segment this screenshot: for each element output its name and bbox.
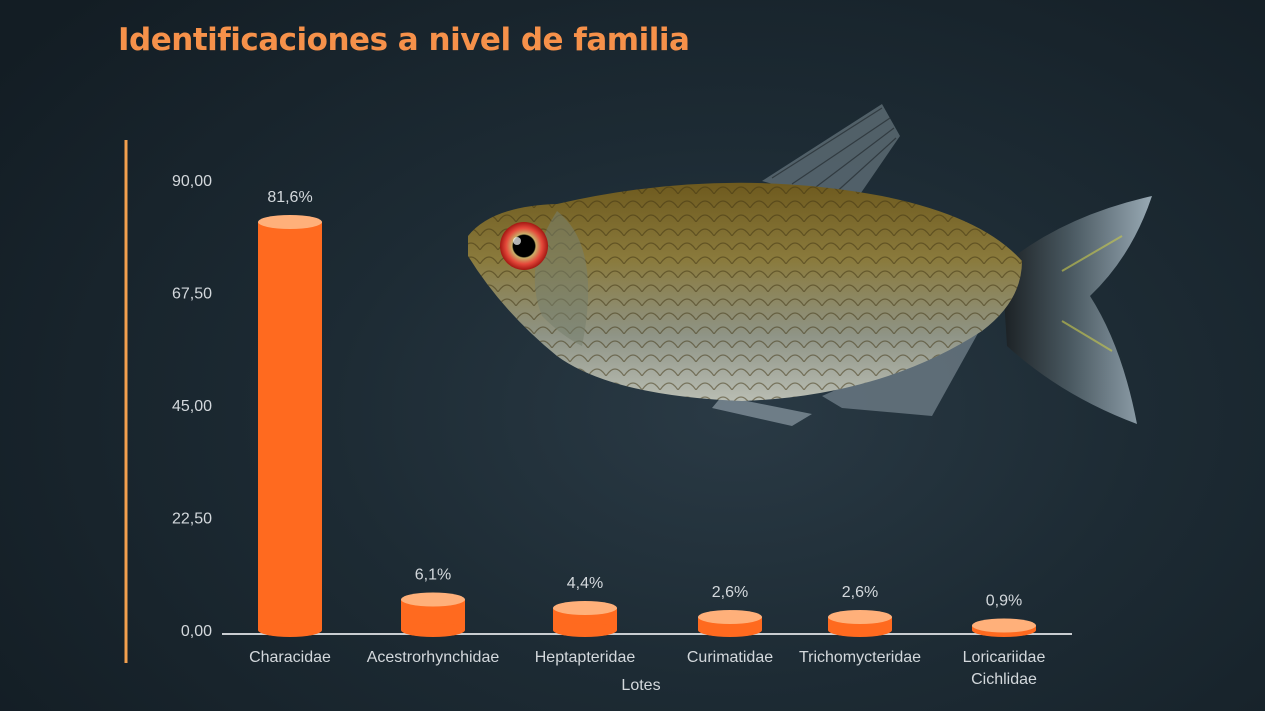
x-tick-labels: Characidae Acestrorhynchidae Heptapteridae… [249, 649, 1045, 688]
x-axis-label: Lotes [621, 677, 660, 694]
x-tick-label: Heptapteridae [535, 649, 636, 666]
data-label: 0,9% [986, 593, 1022, 610]
x-tick-label: Curimatidae [687, 649, 773, 666]
bar [972, 618, 1036, 637]
bars [258, 215, 1036, 637]
y-tick-label: 22,50 [172, 511, 212, 528]
data-label: 2,6% [842, 584, 878, 601]
bar [553, 601, 617, 637]
bar [698, 610, 762, 637]
data-labels: 81,6% 6,1% 4,4% 2,6% 2,6% 0,9% [267, 189, 1022, 610]
y-tick-label: 0,00 [181, 623, 212, 640]
fish-eye [500, 222, 548, 270]
y-tick-label: 90,00 [172, 173, 212, 190]
fish-photo [468, 104, 1152, 426]
x-tick-label: Trichomycteridae [799, 649, 921, 666]
bar [828, 610, 892, 637]
x-tick-label: Acestrorhynchidae [367, 649, 500, 666]
bar [258, 215, 322, 637]
data-label: 81,6% [267, 189, 312, 206]
x-tick-label: Characidae [249, 649, 331, 666]
bar [401, 592, 465, 637]
y-tick-labels: 0,00 22,50 45,00 67,50 90,00 [172, 173, 212, 640]
y-tick-label: 67,50 [172, 286, 212, 303]
data-label: 4,4% [567, 575, 603, 592]
y-tick-label: 45,00 [172, 398, 212, 415]
data-label: 6,1% [415, 567, 451, 584]
data-label: 2,6% [712, 584, 748, 601]
chart-title: Identificaciones a nivel de familia [118, 22, 690, 58]
x-tick-label: Loricariidae Cichlidae [963, 649, 1046, 688]
